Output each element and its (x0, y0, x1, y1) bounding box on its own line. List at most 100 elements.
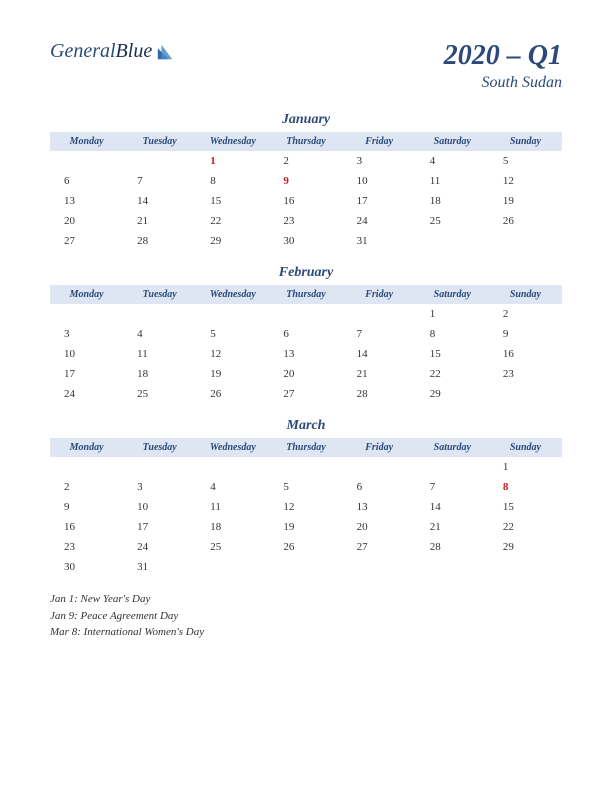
holidays-list: Jan 1: New Year's DayJan 9: Peace Agreem… (50, 591, 562, 641)
calendar-cell: 9 (269, 171, 342, 191)
logo: GeneralBlue (50, 40, 174, 63)
calendar-cell: 29 (196, 231, 269, 251)
calendar-cell (343, 457, 416, 477)
calendar-cell: 22 (489, 517, 562, 537)
calendar-cell: 16 (489, 344, 562, 364)
calendar-cell: 25 (196, 537, 269, 557)
title-sub: South Sudan (444, 74, 562, 92)
calendar-cell: 28 (416, 537, 489, 557)
calendar-row: 6789101112 (50, 171, 562, 191)
day-header: Thursday (269, 132, 342, 151)
calendar-cell: 22 (416, 364, 489, 384)
calendar-cell: 18 (196, 517, 269, 537)
calendar-cell: 12 (196, 344, 269, 364)
month-block: March MondayTuesdayWednesdayThursdayFrida… (50, 418, 562, 577)
day-header: Tuesday (123, 132, 196, 151)
calendar-cell: 1 (196, 151, 269, 171)
logo-text: GeneralBlue (50, 40, 152, 63)
calendar-cell: 6 (343, 477, 416, 497)
calendar-cell: 26 (269, 537, 342, 557)
calendar-table: MondayTuesdayWednesdayThursdayFridaySatu… (50, 438, 562, 577)
calendar-cell (343, 304, 416, 324)
title-main: 2020 – Q1 (444, 40, 562, 72)
day-header: Wednesday (196, 285, 269, 304)
calendar-cell: 23 (489, 364, 562, 384)
calendar-cell: 2 (50, 477, 123, 497)
calendar-cell: 23 (269, 211, 342, 231)
calendar-cell (123, 457, 196, 477)
calendar-cell (196, 304, 269, 324)
calendar-row: 2728293031 (50, 231, 562, 251)
calendar-row: 12345 (50, 151, 562, 171)
calendar-cell: 4 (416, 151, 489, 171)
calendar-cell: 4 (196, 477, 269, 497)
calendar-cell (343, 557, 416, 577)
calendar-cell: 5 (269, 477, 342, 497)
header: GeneralBlue 2020 – Q1 South Sudan (50, 40, 562, 92)
calendar-row: 2345678 (50, 477, 562, 497)
calendars-container: JanuaryMondayTuesdayWednesdayThursdayFri… (50, 112, 562, 577)
calendar-row: 17181920212223 (50, 364, 562, 384)
calendar-cell (123, 304, 196, 324)
calendar-cell: 27 (343, 537, 416, 557)
day-header: Wednesday (196, 438, 269, 457)
holiday-entry: Jan 1: New Year's Day (50, 591, 562, 608)
month-title: January (50, 112, 562, 128)
calendar-cell (196, 557, 269, 577)
month-block: January MondayTuesdayWednesdayThursdayFri… (50, 112, 562, 251)
calendar-cell: 1 (416, 304, 489, 324)
calendar-cell: 10 (123, 497, 196, 517)
calendar-cell: 2 (489, 304, 562, 324)
calendar-cell: 10 (50, 344, 123, 364)
calendar-row: 3456789 (50, 324, 562, 344)
calendar-cell: 23 (50, 537, 123, 557)
calendar-cell: 25 (416, 211, 489, 231)
calendar-cell: 30 (50, 557, 123, 577)
calendar-cell: 5 (489, 151, 562, 171)
calendar-cell: 15 (416, 344, 489, 364)
title-block: 2020 – Q1 South Sudan (444, 40, 562, 92)
day-header: Friday (343, 438, 416, 457)
calendar-row: 12 (50, 304, 562, 324)
calendar-cell: 27 (50, 231, 123, 251)
calendar-cell: 29 (489, 537, 562, 557)
day-header: Tuesday (123, 285, 196, 304)
calendar-cell: 20 (269, 364, 342, 384)
calendar-cell: 8 (489, 477, 562, 497)
calendar-row: 1 (50, 457, 562, 477)
calendar-cell: 25 (123, 384, 196, 404)
calendar-cell: 31 (123, 557, 196, 577)
calendar-cell: 18 (123, 364, 196, 384)
day-header: Sunday (489, 132, 562, 151)
calendar-table: MondayTuesdayWednesdayThursdayFridaySatu… (50, 132, 562, 251)
calendar-cell: 13 (50, 191, 123, 211)
day-header: Sunday (489, 285, 562, 304)
calendar-cell: 22 (196, 211, 269, 231)
day-header: Wednesday (196, 132, 269, 151)
calendar-cell: 24 (123, 537, 196, 557)
calendar-cell: 16 (269, 191, 342, 211)
calendar-cell: 17 (50, 364, 123, 384)
calendar-cell: 13 (269, 344, 342, 364)
calendar-cell: 19 (489, 191, 562, 211)
holiday-entry: Mar 8: International Women's Day (50, 624, 562, 641)
calendar-cell (489, 231, 562, 251)
day-header: Saturday (416, 438, 489, 457)
calendar-cell: 30 (269, 231, 342, 251)
calendar-cell: 7 (123, 171, 196, 191)
calendar-cell: 7 (343, 324, 416, 344)
calendar-cell: 2 (269, 151, 342, 171)
month-title: March (50, 418, 562, 434)
calendar-cell: 17 (343, 191, 416, 211)
calendar-cell: 19 (196, 364, 269, 384)
calendar-cell: 20 (50, 211, 123, 231)
calendar-cell: 24 (50, 384, 123, 404)
calendar-cell: 11 (196, 497, 269, 517)
calendar-table: MondayTuesdayWednesdayThursdayFridaySatu… (50, 285, 562, 404)
calendar-cell: 6 (50, 171, 123, 191)
calendar-cell (416, 457, 489, 477)
day-header: Monday (50, 132, 123, 151)
calendar-row: 16171819202122 (50, 517, 562, 537)
calendar-cell: 21 (343, 364, 416, 384)
calendar-cell (489, 557, 562, 577)
